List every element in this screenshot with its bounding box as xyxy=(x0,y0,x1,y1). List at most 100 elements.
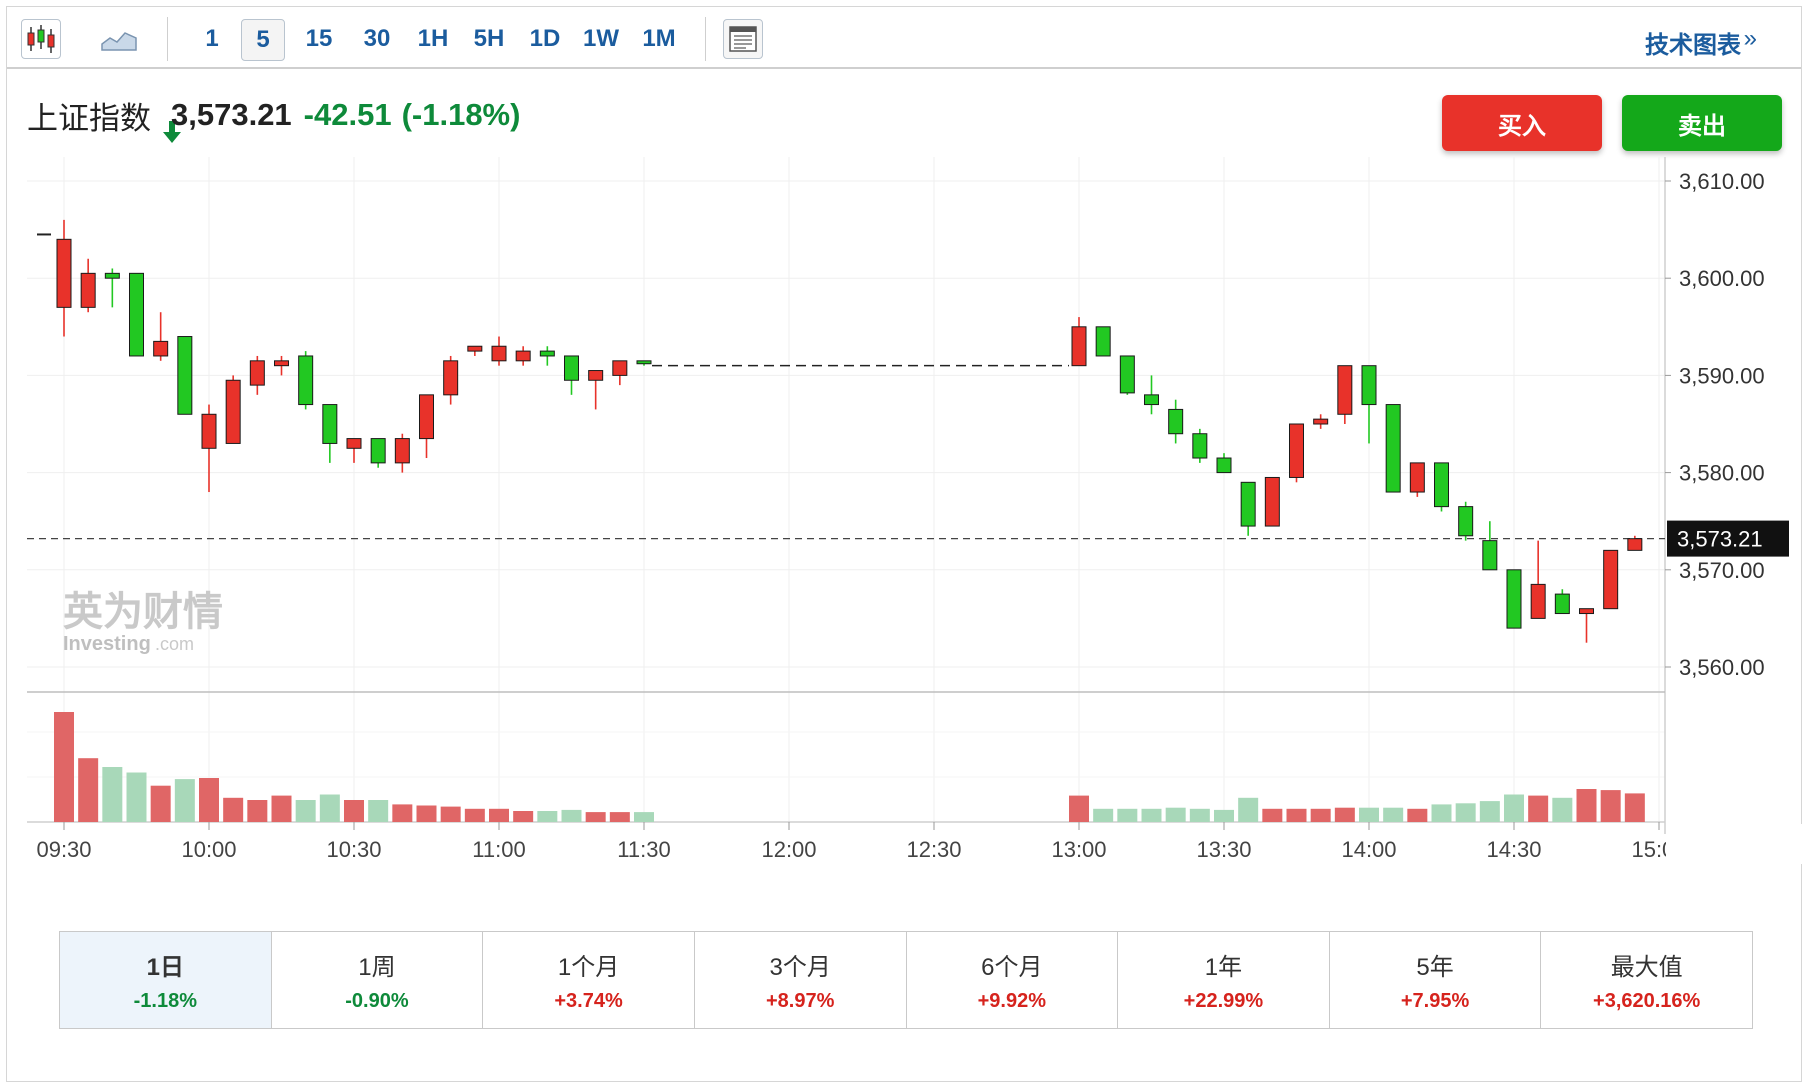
volume-bar xyxy=(1238,797,1259,822)
area-chart-icon[interactable] xyxy=(99,19,139,59)
watermark-en: Investing xyxy=(63,633,151,655)
period-tab-6[interactable]: 5年 +7.95% xyxy=(1330,932,1542,1028)
candlestick-chart[interactable]: 3,560.00 3,570.00 3,580.00 3,590.00 3,600.00… xyxy=(7,157,1803,877)
volume-bar xyxy=(150,785,171,822)
volume-bar xyxy=(295,800,316,822)
candle-body xyxy=(129,272,144,357)
candlestick-chart-icon[interactable] xyxy=(21,19,61,59)
candle-body xyxy=(1095,326,1111,357)
period-tab-1[interactable]: 1周 -0.90% xyxy=(272,932,484,1028)
candle-body xyxy=(153,340,169,357)
period-label: 3个月 xyxy=(769,954,831,981)
candle-body xyxy=(80,272,96,308)
x-tick-label: 10:00 xyxy=(181,837,236,862)
candle-body xyxy=(274,360,289,367)
period-tab-7[interactable]: 最大值 +3,620.16% xyxy=(1541,932,1752,1028)
candle-body xyxy=(1337,365,1353,415)
volume-bar xyxy=(1383,807,1404,822)
interval-1m[interactable]: 1M xyxy=(642,25,676,52)
candle-body xyxy=(201,413,217,449)
candle-body xyxy=(1458,506,1474,537)
last-price-label: 3,573.21 xyxy=(1677,527,1763,552)
volume-bar xyxy=(1117,808,1138,822)
price-change: -42.51 xyxy=(303,97,392,132)
period-tab-3[interactable]: 3个月 +8.97% xyxy=(695,932,907,1028)
watermark-cn: 英为财情 xyxy=(63,589,223,635)
volume-bar xyxy=(1165,807,1186,822)
y-tick-label: 3,590.00 xyxy=(1679,363,1765,388)
period-tab-2[interactable]: 1个月 +3.74% xyxy=(483,932,695,1028)
double-chevron-right-icon[interactable]: » xyxy=(1743,25,1757,52)
quote-header: 上证指数 3,573.21 -42.51 (-1.18%) xyxy=(27,95,530,143)
period-change: +7.95% xyxy=(1400,990,1470,1012)
volume-bar xyxy=(1552,797,1573,822)
buy-button[interactable]: 买入 xyxy=(1442,95,1602,151)
candle-body xyxy=(1289,423,1304,478)
watermark-suffix: .com xyxy=(155,634,194,654)
interval-30[interactable]: 30 xyxy=(363,25,391,52)
candle-body xyxy=(225,379,241,444)
period-label: 1周 xyxy=(358,954,396,981)
toolbar-divider xyxy=(705,17,706,61)
volume-bar xyxy=(174,779,195,822)
period-change: -0.90% xyxy=(345,990,409,1012)
volume-bar xyxy=(1359,807,1379,822)
interval-5h[interactable]: 5H xyxy=(473,25,505,52)
period-tab-0[interactable]: 1日 -1.18% xyxy=(60,932,272,1028)
layout-icon[interactable] xyxy=(723,19,763,59)
candle-body xyxy=(177,336,193,415)
candle-body xyxy=(539,350,555,357)
x-tick-label: 10:30 xyxy=(326,837,381,862)
volume-bar xyxy=(223,797,244,822)
period-tab-4[interactable]: 6个月 +9.92% xyxy=(907,932,1119,1028)
x-tick-label: 13:00 xyxy=(1051,837,1106,862)
period-tab-5[interactable]: 1年 +22.99% xyxy=(1118,932,1330,1028)
candle-body xyxy=(1506,569,1522,629)
candle-body xyxy=(1071,326,1087,367)
volume-bar xyxy=(1479,801,1500,822)
interval-15[interactable]: 15 xyxy=(305,25,333,52)
index-name: 上证指数 xyxy=(27,100,151,136)
interval-1w[interactable]: 1W xyxy=(583,25,619,52)
candle-body xyxy=(1409,462,1425,493)
period-label: 最大值 xyxy=(1610,954,1683,981)
period-selector: 1日 -1.18% 1周 -0.90% 1个月 +3.74% 3个月 +8.97% 6个月 +9.… xyxy=(59,931,1753,1029)
period-label: 1个月 xyxy=(557,954,620,981)
interval-5[interactable]: 5 xyxy=(241,19,285,61)
chart-widget: 1 5 15 30 1H 5H 1D 1W 1M 技术图表 » 上证指数 3,5… xyxy=(6,6,1803,1082)
y-tick-label: 3,610.00 xyxy=(1679,169,1765,194)
last-price-box xyxy=(1667,520,1789,557)
y-tick-label: 3,570.00 xyxy=(1679,558,1765,583)
volume-bar xyxy=(1286,808,1307,822)
volume-bar xyxy=(78,758,99,822)
candle-body xyxy=(1313,418,1329,425)
candle-body xyxy=(1216,457,1232,474)
sell-button[interactable]: 卖出 xyxy=(1622,95,1782,151)
volume-bar xyxy=(1528,795,1549,822)
period-change: -1.18% xyxy=(133,990,197,1012)
volume-bar xyxy=(271,795,292,822)
interval-1d[interactable]: 1D xyxy=(529,25,561,52)
last-price: 3,573.21 xyxy=(171,97,292,132)
candle-body xyxy=(443,360,459,396)
candle-body xyxy=(1434,462,1449,508)
interval-1[interactable]: 1 xyxy=(205,25,219,52)
advanced-chart-link[interactable]: 技术图表 xyxy=(1645,32,1741,59)
candle-body xyxy=(564,355,579,381)
toolbar-divider xyxy=(167,17,168,61)
volume-bar xyxy=(416,805,437,822)
interval-1h[interactable]: 1H xyxy=(417,25,449,52)
volume-bar xyxy=(1093,808,1114,822)
volume-bar xyxy=(1262,808,1283,822)
volume-bar xyxy=(344,800,364,822)
volume-bar xyxy=(1431,804,1452,822)
volume-bar xyxy=(368,800,389,822)
candle-body xyxy=(1385,404,1401,493)
volume-bar xyxy=(102,767,123,822)
candle-body xyxy=(1264,476,1280,527)
y-tick-label: 3,560.00 xyxy=(1679,655,1765,680)
candle-body xyxy=(346,438,362,449)
period-change: +9.92% xyxy=(977,990,1046,1012)
x-tick-label: 11:30 xyxy=(617,837,670,862)
x-tick-label: 12:00 xyxy=(761,837,816,862)
